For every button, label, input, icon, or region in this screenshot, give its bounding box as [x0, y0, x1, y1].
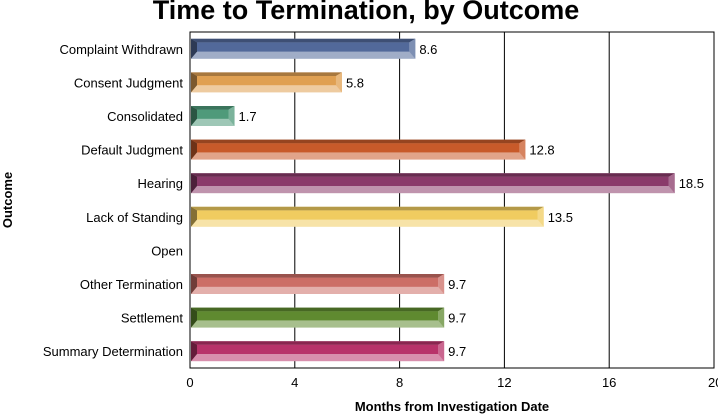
data-labels: 8.6 5.8 1.7 12.8 18.5 13.5 9.7 9.7 9.7	[239, 42, 704, 359]
bar	[191, 106, 235, 126]
category-label: Settlement	[121, 311, 184, 326]
bar	[191, 173, 675, 194]
x-tick-label: 16	[602, 375, 616, 390]
x-tick-label: 8	[396, 375, 403, 390]
x-axis-title: Months from Investigation Date	[355, 399, 549, 414]
category-label: Summary Determination	[43, 344, 183, 359]
data-label: 18.5	[679, 176, 704, 191]
category-labels: Complaint Withdrawn Consent Judgment Conso…	[43, 42, 184, 359]
data-label: 9.7	[448, 344, 466, 359]
bar	[191, 307, 445, 328]
data-label: 9.7	[448, 311, 466, 326]
data-label: 13.5	[548, 210, 573, 225]
data-label: 1.7	[239, 109, 257, 124]
category-label: Lack of Standing	[86, 210, 183, 225]
x-tick-label: 12	[497, 375, 511, 390]
bar	[191, 38, 416, 59]
category-label: Consent Judgment	[74, 75, 184, 90]
bars	[191, 38, 675, 362]
data-label: 8.6	[419, 42, 437, 57]
bar	[191, 274, 445, 294]
chart-title: Time to Termination, by Outcome	[153, 0, 580, 25]
category-label: Consolidated	[107, 109, 183, 124]
bar	[191, 341, 445, 362]
y-axis-title: Outcome	[0, 172, 15, 228]
bar	[191, 72, 342, 93]
x-tick-label: 4	[291, 375, 298, 390]
data-label: 5.8	[346, 75, 364, 90]
data-label: 9.7	[448, 277, 466, 292]
category-label: Default Judgment	[81, 143, 183, 158]
data-label: 12.8	[529, 143, 554, 158]
x-tick-label: 20	[708, 375, 718, 390]
x-tick-label: 0	[186, 375, 193, 390]
bar	[191, 206, 544, 227]
category-label: Open	[151, 243, 183, 258]
x-tick-labels: 0 4 8 12 16 20	[186, 375, 718, 390]
category-label: Other Termination	[80, 277, 183, 292]
bar	[191, 139, 526, 160]
category-label: Complaint Withdrawn	[59, 42, 183, 57]
category-label: Hearing	[137, 176, 183, 191]
